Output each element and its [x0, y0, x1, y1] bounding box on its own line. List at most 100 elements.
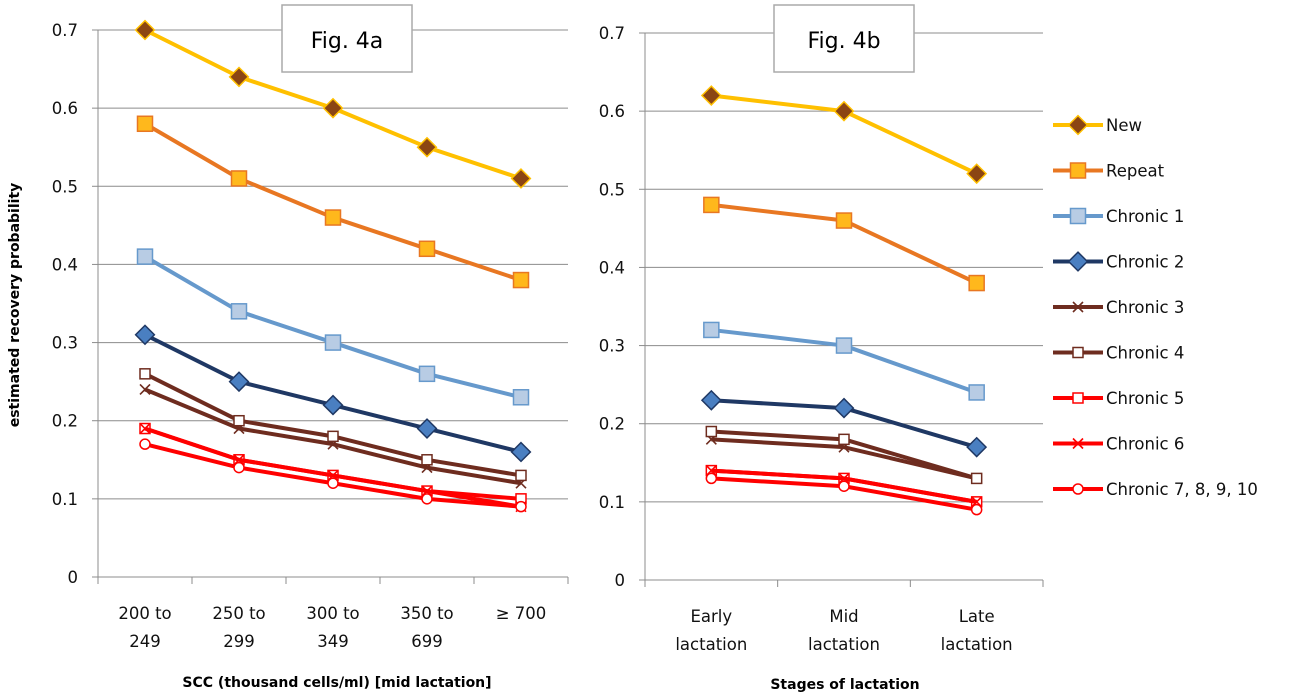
- panel-b-data-point: [833, 100, 855, 122]
- panel-a-label-box: [281, 4, 413, 73]
- panel-b-data-point: [966, 436, 988, 458]
- legend-item: Repeat: [1053, 162, 1165, 181]
- panel-a-data-point: [324, 334, 342, 351]
- panel-a-x-tick-label: ≥ 700: [496, 604, 547, 623]
- panel-a-x-tick-label: 300 to 349: [306, 604, 359, 651]
- panel-a-data-point: [327, 430, 339, 443]
- legend-swatch-marker: [1067, 114, 1089, 136]
- panel-a-data-point: [418, 365, 436, 383]
- panel-a-data-point: [230, 303, 248, 320]
- panel-a-x-tick-label: 350 to 699: [400, 604, 453, 651]
- panel-b-y-tick-label: 0.5: [599, 180, 625, 199]
- panel-a-label: Fig. 4a: [311, 29, 384, 54]
- legend-label: Chronic 5: [1106, 389, 1184, 408]
- panel-a-data-point: [233, 461, 245, 474]
- panel-a-y-tick-label: 0.1: [52, 490, 78, 509]
- panel-b-y-tick-label: 0.4: [599, 258, 625, 277]
- legend-item: Chronic 7, 8, 9, 10: [1053, 480, 1258, 499]
- legend-label: Chronic 7, 8, 9, 10: [1106, 480, 1258, 499]
- panel-a-data-point: [510, 441, 532, 463]
- panel-a-series: [134, 19, 532, 513]
- panel-b-y-ticks: 0 0.1 0.2 0.3 0.4 0.5 0.6 0.7: [599, 24, 645, 590]
- panel-a-data-point: [327, 477, 339, 489]
- legend-label: Chronic 1: [1106, 207, 1184, 226]
- panel-a-y-ticks: 0 0.1 0.2 0.3 0.4 0.5 0.6 0.7: [52, 21, 98, 587]
- legend: New Repeat Chronic 1 Chronic 2 Chronic 3 Chro…: [1053, 114, 1258, 499]
- panel-a-series-line: [143, 122, 522, 282]
- panel-b-data-point: [705, 472, 718, 485]
- panel-a-data-point: [139, 438, 151, 450]
- panel-b-data-point: [835, 212, 853, 229]
- panel-a-data-point: [416, 136, 438, 158]
- panel-a-y-tick-label: 0: [68, 568, 79, 587]
- legend-swatch-marker: [1072, 483, 1084, 495]
- panel-b-data-point: [703, 196, 720, 214]
- panel-a-data-point: [421, 454, 433, 466]
- y-axis-title: estimated recovery probability: [7, 183, 23, 428]
- panel-b-data-point: [700, 389, 722, 411]
- panel-a-data-point: [139, 383, 151, 396]
- panel-b-data-point: [838, 433, 850, 446]
- panel-a-data-point: [134, 19, 156, 41]
- panel-b-data-point: [966, 163, 988, 185]
- panel-b-y-tick-label: 0.3: [599, 337, 625, 356]
- panel-a-data-point: [322, 394, 344, 416]
- panel-b-data-point: [970, 472, 983, 485]
- panel-fig-4a: 0 0.1 0.2 0.3 0.4 0.5 0.6 0.7 200 to 249 250 to 29…: [7, 4, 569, 691]
- panel-b-x-tick-label: Early lactation: [675, 607, 747, 654]
- legend-item: Chronic 1: [1053, 207, 1184, 226]
- panel-a-x-tick-label: 200 to 249: [118, 604, 171, 651]
- panel-a-data-point: [515, 469, 527, 482]
- panel-b-data-point: [705, 425, 718, 438]
- panel-b-series: [700, 85, 988, 516]
- legend-item: Chronic 5: [1053, 389, 1184, 408]
- panel-b-x-ticks: Early lactation Mid lactation Late lactation: [644, 580, 1044, 654]
- panel-b-x-axis-title: Stages of lactation: [770, 677, 919, 693]
- panel-b-data-point: [968, 384, 985, 401]
- panel-b-y-tick-label: 0.6: [599, 102, 625, 121]
- panel-a-data-point: [228, 66, 250, 88]
- panel-b-data-point: [970, 503, 983, 516]
- legend-swatch-marker: [1067, 251, 1089, 272]
- panel-b-x-tick-label: Mid lactation: [808, 607, 880, 654]
- panel-a-data-point: [421, 493, 433, 505]
- panel-a-x-tick-label: 250 to 299: [212, 604, 265, 651]
- panel-a-x-ticks: 200 to 249 250 to 299 300 to 349 350 to 699 ≥ 70…: [97, 577, 569, 651]
- legend-swatch-marker: [1072, 301, 1084, 313]
- legend-label: Chronic 2: [1106, 253, 1184, 272]
- legend-label: Repeat: [1106, 162, 1165, 181]
- panel-a-data-point: [322, 97, 344, 119]
- panel-fig-4b: 0 0.1 0.2 0.3 0.4 0.5 0.6 0.7 Early lactation Mid…: [599, 4, 1044, 693]
- panel-b-data-point: [838, 480, 850, 492]
- legend-label: Chronic 6: [1106, 435, 1184, 454]
- panel-a-data-point: [233, 414, 245, 427]
- legend-item: Chronic 2: [1053, 251, 1184, 272]
- panel-b-data-point: [835, 337, 853, 354]
- panel-a-data-point: [512, 271, 530, 289]
- panel-b-data-point: [703, 321, 720, 339]
- legend-swatch-marker: [1069, 162, 1087, 179]
- panel-a-data-point: [416, 418, 438, 439]
- panel-a-data-point: [512, 389, 530, 406]
- panel-a-data-point: [418, 240, 436, 258]
- legend-swatch-marker: [1069, 207, 1087, 225]
- panel-a-y-tick-label: 0.2: [52, 412, 78, 431]
- panel-b-y-tick-label: 0: [615, 571, 626, 590]
- panel-a-data-point: [230, 170, 248, 187]
- panel-a-y-tick-label: 0.3: [52, 334, 78, 353]
- panel-a-y-tick-label: 0.7: [52, 21, 78, 40]
- panel-a-y-tick-label: 0.5: [52, 177, 78, 196]
- panel-b-label: Fig. 4b: [807, 29, 880, 54]
- legend-label: New: [1106, 116, 1142, 135]
- panel-a-data-point: [228, 371, 250, 393]
- legend-swatch-marker: [1072, 392, 1084, 404]
- panel-a-data-point: [510, 168, 532, 189]
- legend-item: Chronic 3: [1053, 298, 1184, 317]
- panel-a-y-tick-label: 0.4: [52, 255, 78, 274]
- panel-a-data-point: [515, 500, 527, 513]
- panel-a-data-point: [136, 248, 154, 265]
- legend-item: Chronic 4: [1053, 344, 1184, 363]
- legend-label: Chronic 3: [1106, 298, 1184, 317]
- panel-a-y-tick-label: 0.6: [52, 99, 78, 118]
